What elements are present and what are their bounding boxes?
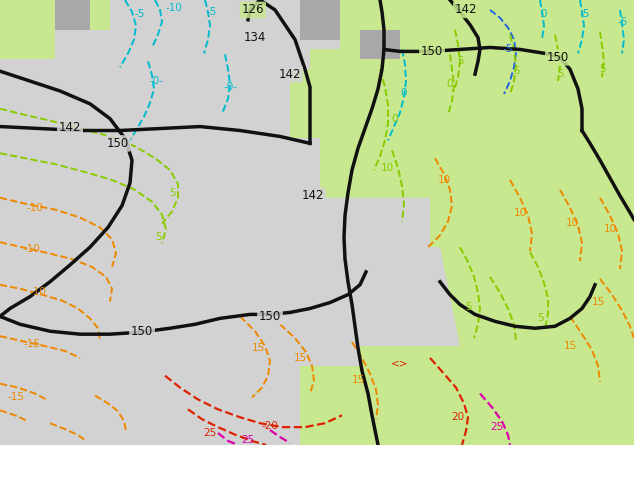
Text: 150: 150	[131, 325, 153, 338]
Polygon shape	[380, 69, 634, 148]
Text: 15: 15	[294, 353, 307, 363]
Text: 25: 25	[490, 422, 503, 432]
Text: 0: 0	[401, 88, 407, 98]
Text: 10: 10	[380, 163, 394, 173]
Text: -5: -5	[503, 45, 513, 54]
Text: We 29-05-2024 00:00 UTC (18+06): We 29-05-2024 00:00 UTC (18+06)	[395, 453, 628, 466]
Text: 142: 142	[302, 189, 324, 202]
Text: 0: 0	[392, 114, 398, 123]
Text: -10: -10	[27, 203, 44, 213]
Text: -5: -5	[618, 17, 628, 27]
Text: 142: 142	[455, 3, 477, 16]
Text: 142: 142	[279, 68, 301, 81]
Text: 5: 5	[513, 66, 519, 76]
Text: -5: -5	[135, 9, 145, 19]
Text: -0-: -0-	[223, 82, 237, 92]
Polygon shape	[360, 346, 634, 445]
Text: 150: 150	[547, 51, 569, 64]
Text: 15: 15	[564, 341, 577, 351]
Text: <>: <>	[391, 359, 409, 369]
Polygon shape	[320, 69, 440, 198]
Text: -10: -10	[23, 244, 41, 254]
Text: 134: 134	[244, 31, 266, 44]
Text: 142: 142	[59, 121, 81, 134]
Polygon shape	[440, 247, 634, 346]
Text: -10: -10	[30, 287, 46, 296]
Polygon shape	[310, 49, 360, 89]
Text: 150: 150	[421, 45, 443, 58]
Text: 25: 25	[204, 428, 217, 438]
Polygon shape	[300, 0, 340, 40]
Text: 0: 0	[447, 79, 453, 89]
Polygon shape	[55, 0, 90, 30]
Text: 5: 5	[170, 188, 176, 198]
Text: -10: -10	[165, 3, 183, 13]
Text: Height/Temp. 850 hPa [gdpm] ECMWF: Height/Temp. 850 hPa [gdpm] ECMWF	[6, 453, 254, 466]
Polygon shape	[340, 0, 420, 49]
Text: 10: 10	[437, 175, 451, 185]
Text: -0-: -0-	[149, 76, 163, 86]
Text: -5: -5	[207, 7, 217, 17]
Text: ©weatheronline.co.uk: ©weatheronline.co.uk	[493, 477, 628, 487]
Polygon shape	[340, 0, 634, 69]
Text: 15: 15	[251, 343, 264, 353]
Polygon shape	[360, 30, 400, 59]
Text: 150: 150	[107, 137, 129, 150]
Text: 10: 10	[566, 219, 579, 228]
Text: -5: -5	[580, 9, 590, 19]
Polygon shape	[0, 0, 55, 59]
Polygon shape	[300, 366, 360, 445]
Text: 5: 5	[557, 69, 564, 79]
Text: 20: 20	[451, 412, 465, 422]
Text: 150: 150	[259, 310, 281, 323]
Text: -15: -15	[8, 392, 25, 402]
Polygon shape	[430, 148, 634, 247]
Text: 5: 5	[155, 232, 161, 242]
Text: 10: 10	[604, 224, 616, 234]
Text: -20: -20	[262, 421, 278, 431]
Polygon shape	[60, 0, 110, 30]
Text: 126: 126	[242, 3, 264, 16]
Text: 5: 5	[456, 56, 463, 66]
Text: 10: 10	[514, 208, 527, 218]
Text: 15: 15	[592, 296, 605, 307]
Text: 15: 15	[351, 375, 365, 385]
Text: 25: 25	[242, 435, 255, 445]
Text: 5: 5	[537, 314, 543, 323]
Polygon shape	[290, 69, 380, 138]
Text: 5: 5	[465, 301, 471, 312]
Text: 0: 0	[541, 9, 547, 19]
Text: -15: -15	[23, 339, 41, 349]
Text: 5: 5	[600, 64, 606, 74]
